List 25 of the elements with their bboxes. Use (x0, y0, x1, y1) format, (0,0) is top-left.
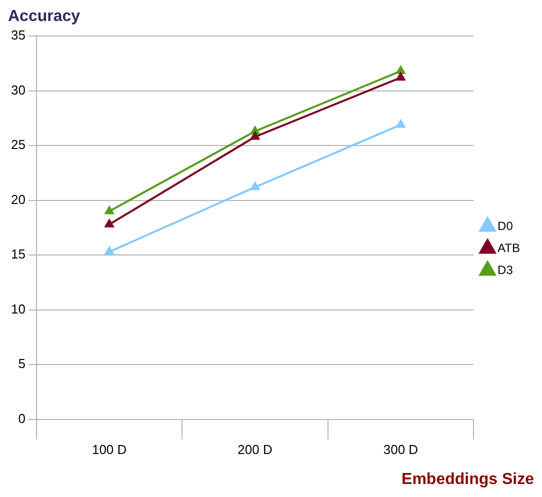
legend-label: D3 (498, 262, 514, 277)
x-tick-label: 100 D (92, 442, 127, 457)
x-axis-title: Embeddings Size (402, 471, 534, 489)
point (250, 126, 260, 134)
y-tick-label: 0 (18, 410, 26, 426)
y-tick-label: 10 (10, 301, 26, 316)
legend-label: D0 (498, 218, 514, 233)
x-tick-label: 200 D (238, 442, 272, 457)
y-tick-label: 25 (10, 137, 26, 152)
point (104, 206, 114, 214)
point (396, 120, 406, 128)
point (250, 132, 260, 140)
y-tick-label: 35 (10, 28, 26, 43)
y-tick-label: 15 (10, 246, 26, 262)
point (250, 182, 260, 190)
point (104, 246, 114, 255)
point (396, 72, 406, 81)
point (396, 66, 406, 74)
y-tick-label: 30 (10, 82, 26, 98)
y-tick-label: 5 (18, 356, 26, 372)
legend-label: ATB (498, 240, 520, 255)
x-tick-label: 300 D (383, 442, 418, 457)
point (104, 219, 114, 228)
y-axis-title: Accuracy (8, 8, 80, 26)
y-tick-label: 20 (10, 192, 26, 207)
